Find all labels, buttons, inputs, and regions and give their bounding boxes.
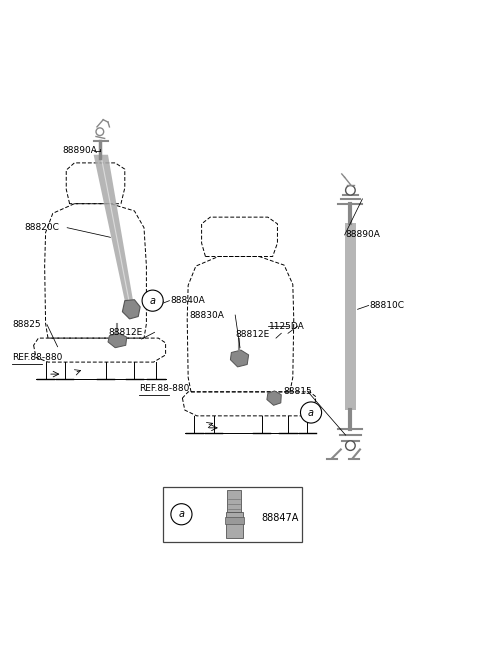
Text: 88810C: 88810C [370, 301, 405, 310]
Polygon shape [230, 350, 249, 367]
Circle shape [96, 128, 104, 135]
Text: 88847A: 88847A [262, 513, 299, 523]
Bar [226, 512, 243, 538]
Circle shape [171, 504, 192, 525]
Polygon shape [108, 333, 127, 348]
Circle shape [346, 185, 355, 195]
Text: a: a [179, 509, 184, 519]
Text: 88812E: 88812E [108, 328, 142, 337]
Text: REF.88-880: REF.88-880 [139, 384, 190, 393]
Polygon shape [94, 155, 135, 319]
Text: 88840A: 88840A [170, 296, 205, 305]
Polygon shape [345, 223, 356, 410]
Text: 88830A: 88830A [190, 311, 225, 319]
Bar [163, 487, 302, 542]
Polygon shape [122, 300, 140, 319]
Bar [227, 490, 241, 512]
Text: 88890A: 88890A [346, 231, 381, 239]
Text: a: a [308, 407, 314, 417]
Text: 88815: 88815 [283, 388, 312, 396]
Text: 88820C: 88820C [24, 223, 59, 232]
Text: REF.88-880: REF.88-880 [12, 353, 62, 362]
Circle shape [142, 290, 163, 311]
Bar [225, 516, 244, 524]
Polygon shape [267, 391, 281, 405]
Text: a: a [150, 296, 156, 306]
Text: 88890A: 88890A [62, 147, 97, 156]
Circle shape [300, 402, 322, 423]
Text: 88825: 88825 [12, 320, 41, 329]
Circle shape [346, 441, 355, 451]
Text: 1125DA: 1125DA [269, 321, 304, 330]
Text: 88812E: 88812E [235, 330, 269, 339]
